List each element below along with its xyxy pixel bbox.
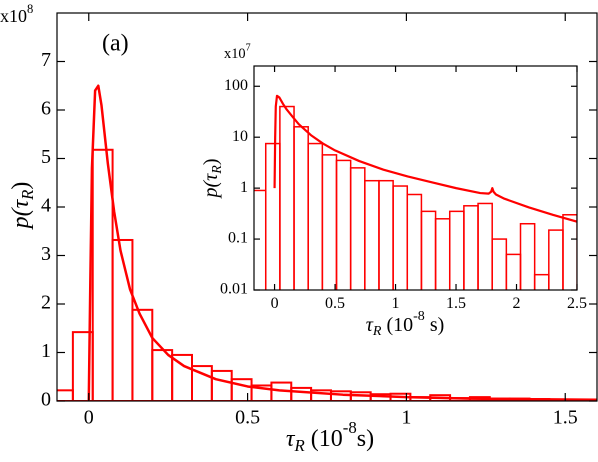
x-axis-label: τR (10-8s) (286, 418, 374, 455)
annotation: (a) (102, 31, 129, 57)
x-tick-label: 1 (392, 295, 400, 312)
plot-frame (253, 65, 578, 291)
x-axis-label-part: τ (366, 314, 374, 336)
x-tick-label: 0.5 (235, 407, 260, 429)
y-axis-label-part: R (210, 165, 225, 175)
y-tick-label: 0.1 (228, 230, 248, 247)
x-axis-label: τR (10-8 s) (366, 309, 445, 339)
y-tick-label: 1 (240, 179, 248, 196)
x-tick-label: 2.5 (567, 295, 587, 312)
y-axis-label: p(τR) (8, 182, 38, 231)
axis-multiplier: x108 (0, 2, 33, 26)
y-tick-label: 5 (41, 146, 51, 168)
x-axis-label-part: s) (357, 426, 374, 452)
y-tick-label: 2 (41, 292, 51, 314)
plot-clip (254, 94, 577, 290)
x-axis-label-part: (10 (381, 314, 413, 336)
axis-multiplier-part: x10 (224, 46, 246, 62)
x-axis-label-part: τ (286, 426, 296, 452)
y-tick-label: 100 (224, 77, 248, 94)
axis-multiplier-part: x10 (0, 6, 27, 26)
x-axis-label-part: (10 (305, 426, 343, 452)
x-tick-label: 1.5 (446, 295, 466, 312)
axis-multiplier-part: 7 (246, 43, 251, 54)
y-tick-label: 6 (41, 98, 51, 120)
x-tick-label: 2 (513, 295, 521, 312)
y-axis-label-part: ) (8, 182, 34, 190)
x-axis-label-part: R (372, 324, 382, 339)
y-axis-label: p(τR) (200, 158, 226, 199)
x-tick-label: 1 (401, 407, 411, 429)
y-tick-label: 3 (41, 243, 51, 265)
histogram-bar (562, 214, 577, 290)
y-tick-label: 7 (41, 49, 51, 71)
y-tick-label: 1 (41, 340, 51, 362)
y-axis-label-part: ) (200, 158, 222, 165)
axis-multiplier: x107 (224, 43, 251, 62)
histogram-bar (519, 222, 536, 290)
y-tick-label: 10 (232, 128, 248, 145)
fit-curve (87, 84, 597, 401)
fit-curve (273, 94, 577, 223)
x-axis-label-part: s) (425, 314, 444, 336)
x-axis-label-part: -8 (413, 309, 425, 324)
x-axis-label-part: R (294, 436, 305, 455)
y-axis-label-part: p(τ (200, 173, 222, 200)
x-tick-label: 0 (84, 407, 94, 429)
x-tick-label: 0.5 (325, 295, 345, 312)
y-tick-label: 0 (41, 389, 51, 411)
y-axis-label-part: R (18, 190, 37, 201)
x-tick-label: 1.5 (553, 407, 578, 429)
x-tick-label: 0 (271, 295, 279, 312)
axis-multiplier-part: 8 (27, 2, 33, 16)
x-axis-label-part: -8 (343, 418, 357, 437)
y-axis-label-part: p(τ (8, 198, 34, 230)
y-tick-label: 4 (41, 195, 51, 217)
y-tick-label: 0.01 (220, 281, 248, 298)
